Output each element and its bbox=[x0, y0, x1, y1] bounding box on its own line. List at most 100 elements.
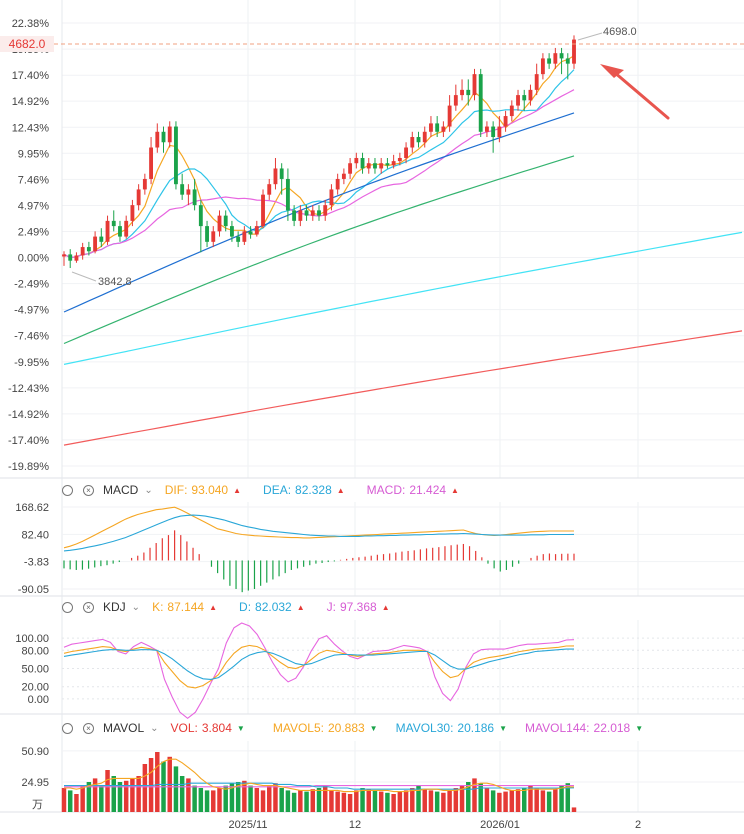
candle bbox=[466, 79, 471, 106]
volume-bar bbox=[522, 788, 527, 812]
mavol144-label: MAVOL144: bbox=[525, 721, 590, 735]
gear-icon[interactable] bbox=[62, 601, 73, 613]
volume-bar bbox=[61, 788, 67, 812]
candle bbox=[540, 53, 545, 80]
chevron-down-icon[interactable]: ⌄ bbox=[131, 601, 141, 613]
up-arrow-icon: ▲ bbox=[336, 485, 345, 495]
candle bbox=[317, 205, 321, 221]
low-price-label: 3842.8 bbox=[98, 276, 132, 288]
candle-body bbox=[572, 39, 576, 64]
candle bbox=[348, 157, 353, 179]
candle bbox=[441, 121, 446, 138]
macd-plot bbox=[63, 506, 575, 593]
volume-bar bbox=[416, 785, 421, 812]
kdj-header: × KDJ ⌄ K: 87.144 ▲ D: 82.032 ▲ J: 97.36… bbox=[0, 597, 744, 617]
kdj-y-tick: 50.00 bbox=[21, 664, 49, 676]
volume-bar bbox=[434, 791, 440, 812]
gear-icon[interactable] bbox=[62, 484, 73, 496]
volume-bar bbox=[528, 785, 533, 812]
macd-y-tick: -90.05 bbox=[18, 584, 49, 596]
candle-body bbox=[366, 163, 371, 169]
d-label: D: bbox=[239, 600, 252, 614]
volume-bar bbox=[273, 783, 278, 812]
candle bbox=[472, 68, 477, 101]
volume-bar bbox=[235, 782, 241, 812]
mavol5-value: 20.883 bbox=[327, 721, 365, 735]
candle-body bbox=[279, 168, 284, 179]
d-line bbox=[63, 648, 574, 680]
volume-bar bbox=[173, 766, 179, 812]
candle-body bbox=[62, 254, 66, 257]
macd-title: MACD bbox=[103, 483, 139, 497]
candle bbox=[93, 231, 98, 254]
down-arrow-icon: ▼ bbox=[369, 723, 378, 733]
candle-body bbox=[124, 220, 129, 237]
k-value: 87.144 bbox=[167, 600, 205, 614]
y-tick-label: -2.49% bbox=[14, 279, 49, 291]
volume-bar bbox=[267, 785, 272, 812]
volume-bar bbox=[466, 782, 471, 812]
candle bbox=[130, 199, 135, 227]
mavol30-value: 20.186 bbox=[457, 721, 495, 735]
candle-body bbox=[373, 163, 377, 169]
mavol30-label: MAVOL30: bbox=[395, 721, 454, 735]
candle-body bbox=[292, 210, 297, 221]
candle-body bbox=[142, 178, 147, 190]
candle bbox=[304, 205, 309, 221]
candle-body bbox=[460, 89, 464, 96]
candle-body bbox=[559, 53, 564, 59]
close-icon[interactable]: × bbox=[83, 722, 94, 734]
dea-value: 82.328 bbox=[295, 483, 332, 497]
volume-bar bbox=[304, 791, 309, 812]
candle-body bbox=[174, 126, 178, 185]
close-icon[interactable]: × bbox=[83, 484, 94, 496]
chevron-down-icon[interactable]: ⌄ bbox=[150, 722, 159, 734]
volume-bar bbox=[503, 791, 508, 812]
ma30-line bbox=[63, 112, 575, 313]
candle bbox=[68, 249, 73, 269]
candle-body bbox=[99, 236, 104, 242]
candle-body bbox=[267, 184, 272, 195]
volume-bar bbox=[453, 788, 459, 812]
gear-icon[interactable] bbox=[62, 722, 73, 734]
j-label: J: bbox=[326, 600, 336, 614]
candle-body bbox=[329, 189, 334, 206]
candle bbox=[323, 199, 328, 221]
up-arrow-icon: ▲ bbox=[381, 602, 390, 612]
y-tick-label: 22.38% bbox=[12, 18, 50, 30]
candle bbox=[298, 205, 303, 227]
chevron-down-icon[interactable]: ⌄ bbox=[144, 484, 153, 496]
candle-body bbox=[242, 231, 247, 242]
candle-body bbox=[130, 205, 135, 221]
y-tick-label: 14.92% bbox=[12, 96, 50, 108]
candle-body bbox=[111, 220, 116, 227]
volume-bar bbox=[571, 807, 577, 812]
volume-bar bbox=[428, 790, 434, 812]
candle bbox=[429, 116, 433, 138]
candle bbox=[261, 189, 265, 229]
candle-body bbox=[136, 189, 141, 206]
close-icon[interactable]: × bbox=[83, 601, 94, 613]
j-line bbox=[63, 622, 575, 719]
candle bbox=[516, 89, 520, 111]
candle bbox=[478, 68, 483, 138]
candle-body bbox=[205, 226, 209, 242]
candle-body bbox=[304, 210, 309, 216]
candle-body bbox=[509, 105, 514, 117]
dea-label: DEA: bbox=[263, 483, 292, 497]
kdj-y-tick: 100.00 bbox=[15, 633, 49, 645]
volume-bar bbox=[80, 785, 85, 812]
candle bbox=[118, 220, 122, 242]
volume-bar bbox=[242, 780, 247, 812]
candle bbox=[86, 241, 91, 256]
candle-body bbox=[491, 126, 496, 138]
up-arrow-icon: ▲ bbox=[233, 485, 242, 495]
candle bbox=[410, 131, 415, 153]
y-tick-label: -7.46% bbox=[14, 331, 49, 343]
candle-body bbox=[180, 184, 185, 195]
candle-body bbox=[466, 89, 471, 96]
candle bbox=[416, 131, 421, 148]
volume-bar bbox=[490, 790, 496, 812]
candle-body bbox=[310, 210, 315, 216]
